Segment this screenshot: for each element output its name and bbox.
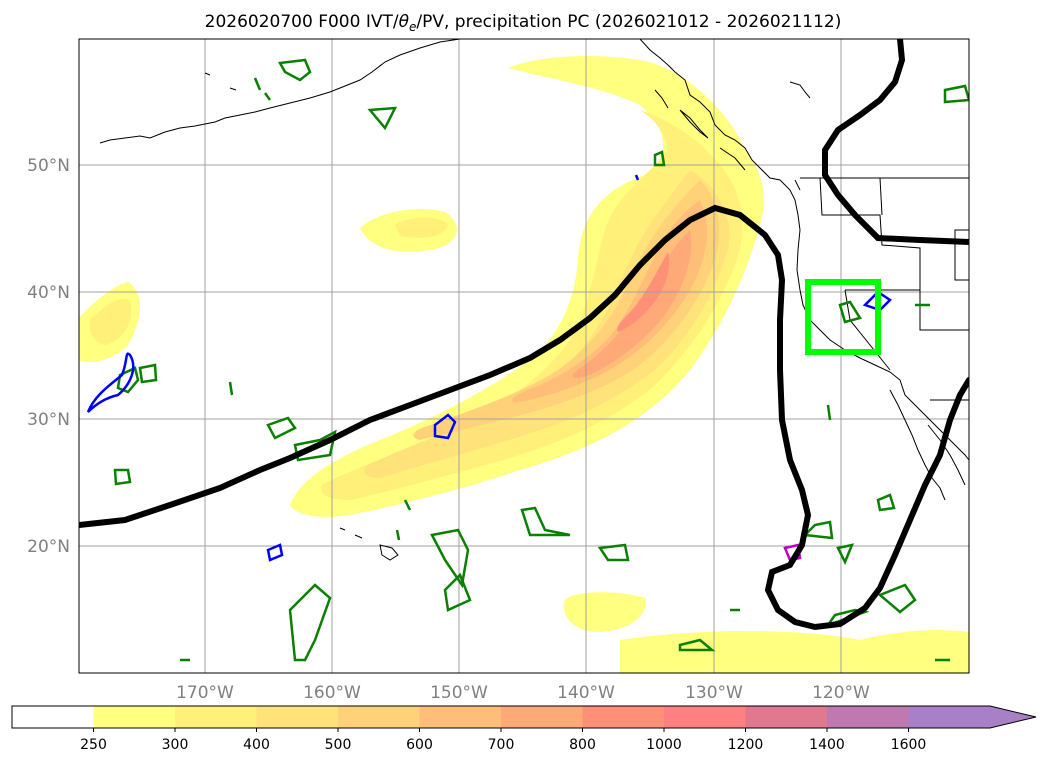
gridlines xyxy=(79,39,969,673)
region-box xyxy=(805,279,881,355)
lat-label: 20°N xyxy=(27,537,70,557)
map-frame xyxy=(78,38,970,674)
coastlines xyxy=(99,39,969,561)
colorbar-tick-label: 700 xyxy=(488,737,515,753)
pv-contours-green xyxy=(113,58,969,662)
colorbar-segment xyxy=(338,706,420,728)
lon-label: 170°W xyxy=(176,683,234,703)
map-area xyxy=(79,39,969,673)
colorbar-segment xyxy=(501,706,583,728)
lat-label: 40°N xyxy=(27,283,70,303)
colorbar-tick-label: 600 xyxy=(406,737,433,753)
lon-label: 120°W xyxy=(812,683,870,703)
colorbar-segment xyxy=(664,706,746,728)
colorbar-segment xyxy=(419,706,502,728)
colorbar-segment xyxy=(256,706,339,728)
lon-labels: 170°W 160°W 150°W 140°W 130°W 120°W xyxy=(176,683,870,703)
ivt-shading xyxy=(79,56,969,673)
colorbar-tick-label: 400 xyxy=(243,737,270,753)
pv-contour-magenta xyxy=(783,543,802,562)
colorbar: 250 300 400 500 600 700 800 1000 1200 1400 1600 xyxy=(11,705,1037,753)
colorbar-tick-label: 250 xyxy=(80,737,107,753)
colorbar-tick-label: 1200 xyxy=(728,737,764,753)
map-title: 2026020700 F000 IVT/θe/PV, precipitation… xyxy=(205,12,842,34)
lon-label: 160°W xyxy=(303,683,361,703)
colorbar-extend-arrow xyxy=(990,706,1036,728)
colorbar-segment xyxy=(582,706,665,728)
lat-labels: 50°N 40°N 30°N 20°N xyxy=(27,156,70,557)
colorbar-tick-label: 1000 xyxy=(646,737,682,753)
colorbar-tick-label: 300 xyxy=(162,737,189,753)
lon-label: 140°W xyxy=(557,683,615,703)
colorbar-segment xyxy=(827,706,909,728)
colorbar-tick-label: 500 xyxy=(325,737,352,753)
theta-e-contour xyxy=(79,204,969,631)
colorbar-segment xyxy=(93,706,176,728)
lat-label: 50°N xyxy=(27,156,70,176)
colorbar-tick-label: 800 xyxy=(569,737,596,753)
lat-label: 30°N xyxy=(27,410,70,430)
lon-label: 150°W xyxy=(430,683,488,703)
colorbar-segment xyxy=(12,706,94,728)
colorbar-segment xyxy=(745,706,828,728)
colorbar-tick-label: 1600 xyxy=(891,737,927,753)
colorbar-outline xyxy=(11,705,1037,729)
lon-label: 130°W xyxy=(685,683,743,703)
colorbar-segment xyxy=(175,706,257,728)
colorbar-segment xyxy=(908,706,991,728)
colorbar-tick-label: 1400 xyxy=(809,737,845,753)
